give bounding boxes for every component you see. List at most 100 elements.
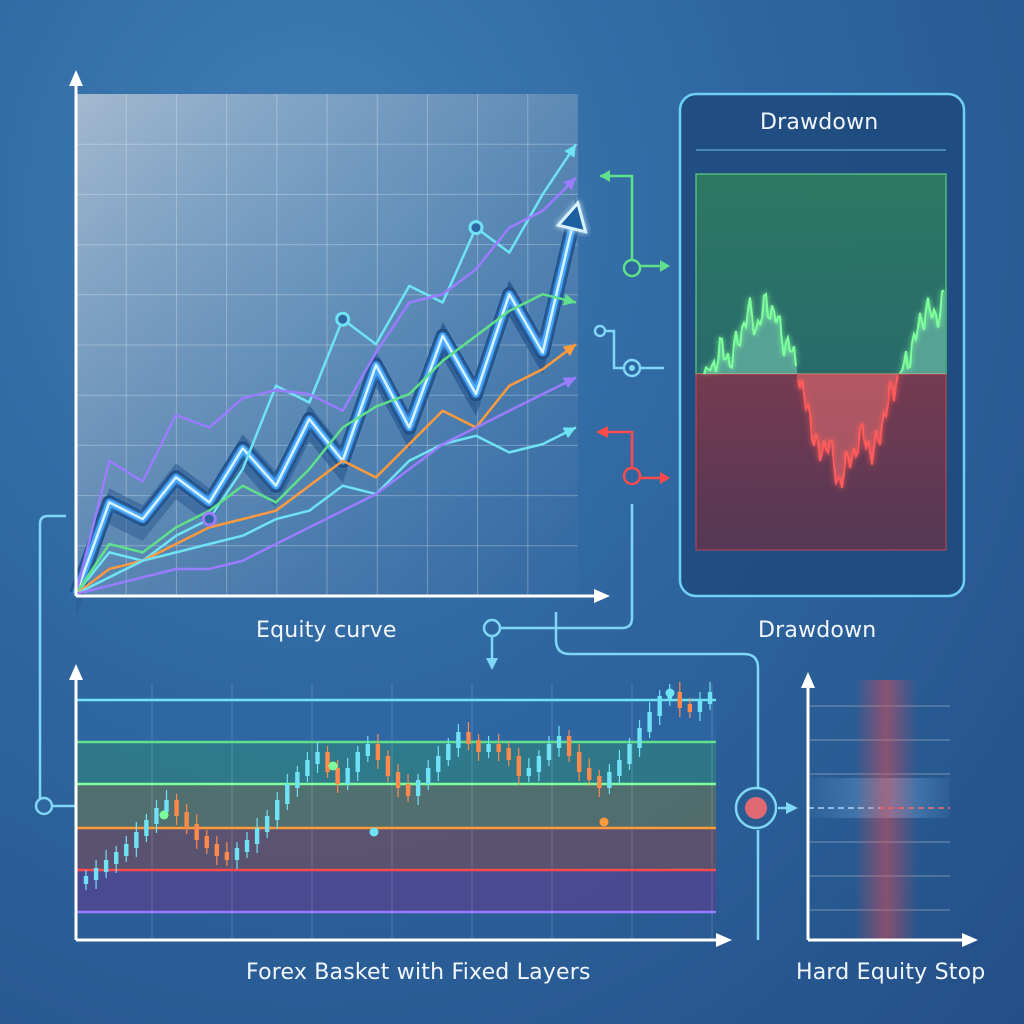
candle-body	[144, 820, 149, 836]
equity-markers	[201, 220, 484, 527]
candle-body	[365, 744, 371, 756]
equity-series-line	[75, 343, 577, 595]
stop-y-arrow-head-icon	[801, 672, 815, 688]
candle-body	[637, 728, 642, 748]
connector-left-node-icon	[34, 796, 54, 816]
candle-body	[335, 768, 340, 784]
drawdown-negative-line	[797, 375, 899, 489]
candle-body	[536, 756, 542, 772]
candle-body	[707, 692, 713, 704]
basket-marker-3	[369, 827, 379, 837]
forex-basket-caption: Forex Basket with Fixed Layers	[246, 960, 591, 985]
connector-basket-arrow-head-icon	[486, 658, 498, 670]
candle-body	[516, 756, 521, 776]
basket-candlesticks	[83, 682, 713, 890]
hard-equity-stop-caption: Hard Equity Stop	[796, 960, 986, 985]
candle-body	[113, 852, 119, 864]
connector-green	[600, 174, 664, 268]
candle-body	[124, 844, 129, 856]
candle-body	[395, 772, 401, 788]
candle-body	[425, 768, 431, 784]
equity-series-arrow-head-icon	[564, 144, 576, 158]
equity-series-arrow-head-icon	[563, 177, 576, 191]
equity-marker-node-icon	[468, 220, 484, 236]
candle-body	[164, 800, 169, 812]
candle-body	[597, 776, 602, 788]
equity-series-line	[75, 426, 577, 596]
equity-series-arrow-head-icon	[562, 427, 576, 439]
basket-marker-5	[665, 688, 675, 698]
stop-button-icon[interactable]	[734, 786, 778, 830]
equity-series-line	[75, 376, 577, 596]
candle-body	[546, 744, 552, 760]
connector-red-arrow-end-icon	[660, 472, 670, 484]
stop-x-arrow-head-icon	[962, 933, 978, 947]
equity-curve-panel	[69, 70, 610, 616]
equity-series-lines	[69, 143, 588, 597]
basket-marker-1	[159, 810, 169, 820]
drawdown-panel-title: Drawdown	[760, 110, 879, 135]
candle-body	[526, 768, 532, 776]
candle-body	[476, 740, 481, 752]
candle-body	[103, 860, 109, 872]
candle-body	[244, 840, 250, 852]
candle-body	[617, 760, 622, 776]
candle-body	[345, 768, 350, 784]
basket-marker-4	[599, 817, 609, 827]
connector-cyan-node-dot-icon	[629, 365, 635, 371]
connector-to-stop	[554, 612, 760, 790]
candle-body	[184, 812, 189, 828]
equity-series-arrow-head-icon	[562, 344, 576, 357]
equity-series-arrow-head-icon	[562, 377, 576, 389]
candle-body	[385, 756, 391, 776]
equity-x-arrow-head-icon	[594, 589, 610, 603]
layer-band-brown	[76, 828, 716, 870]
equity-curve-caption: Equity curve	[256, 618, 397, 643]
connector-drawdown-basket	[500, 504, 634, 630]
layer-band-top	[76, 700, 716, 742]
candle-body	[224, 852, 230, 860]
equity-series-line	[75, 143, 578, 595]
candle-body	[446, 744, 451, 760]
candle-body	[204, 836, 209, 848]
connector-green-node-icon	[622, 258, 642, 278]
candle-body	[576, 752, 582, 772]
candle-body	[254, 828, 260, 844]
candle-body	[456, 732, 461, 748]
candle-body	[194, 824, 199, 840]
candle-body	[93, 868, 99, 880]
candle-body	[154, 808, 159, 824]
candle-body	[697, 700, 703, 712]
candle-body	[486, 744, 491, 752]
equity-series-line	[74, 292, 577, 595]
connector-red-arrow-head-icon	[596, 426, 608, 438]
basket-y-arrow-head-icon	[69, 664, 83, 680]
candle-body	[264, 816, 270, 832]
candle-body	[83, 876, 89, 884]
connector-green-arrow-end-icon	[660, 260, 670, 272]
candle-body	[647, 712, 652, 732]
hard-equity-stop-panel	[801, 672, 978, 947]
connector-red	[600, 430, 664, 480]
layer-band-purple	[76, 870, 716, 912]
candle-body	[375, 744, 381, 760]
candle-body	[627, 744, 632, 764]
layer-band-olive	[76, 784, 716, 828]
basket-marker-2	[328, 761, 338, 771]
forex-basket-panel	[69, 664, 732, 947]
candle-body	[355, 752, 360, 772]
connector-cyan-node-small-icon	[593, 324, 607, 338]
equity-series-main-highlight	[74, 210, 578, 595]
basket-x-arrow-head-icon	[716, 933, 732, 947]
connector-left	[38, 514, 66, 800]
candle-body	[466, 732, 471, 744]
candle-body	[325, 752, 330, 772]
equity-marker-node-icon	[335, 311, 351, 327]
candle-body	[315, 752, 320, 764]
candle-body	[285, 784, 290, 804]
connector-green-arrow-head-icon	[600, 170, 610, 182]
candle-body	[607, 772, 612, 788]
connector-red-node-icon	[622, 466, 642, 486]
candle-body	[687, 704, 693, 712]
